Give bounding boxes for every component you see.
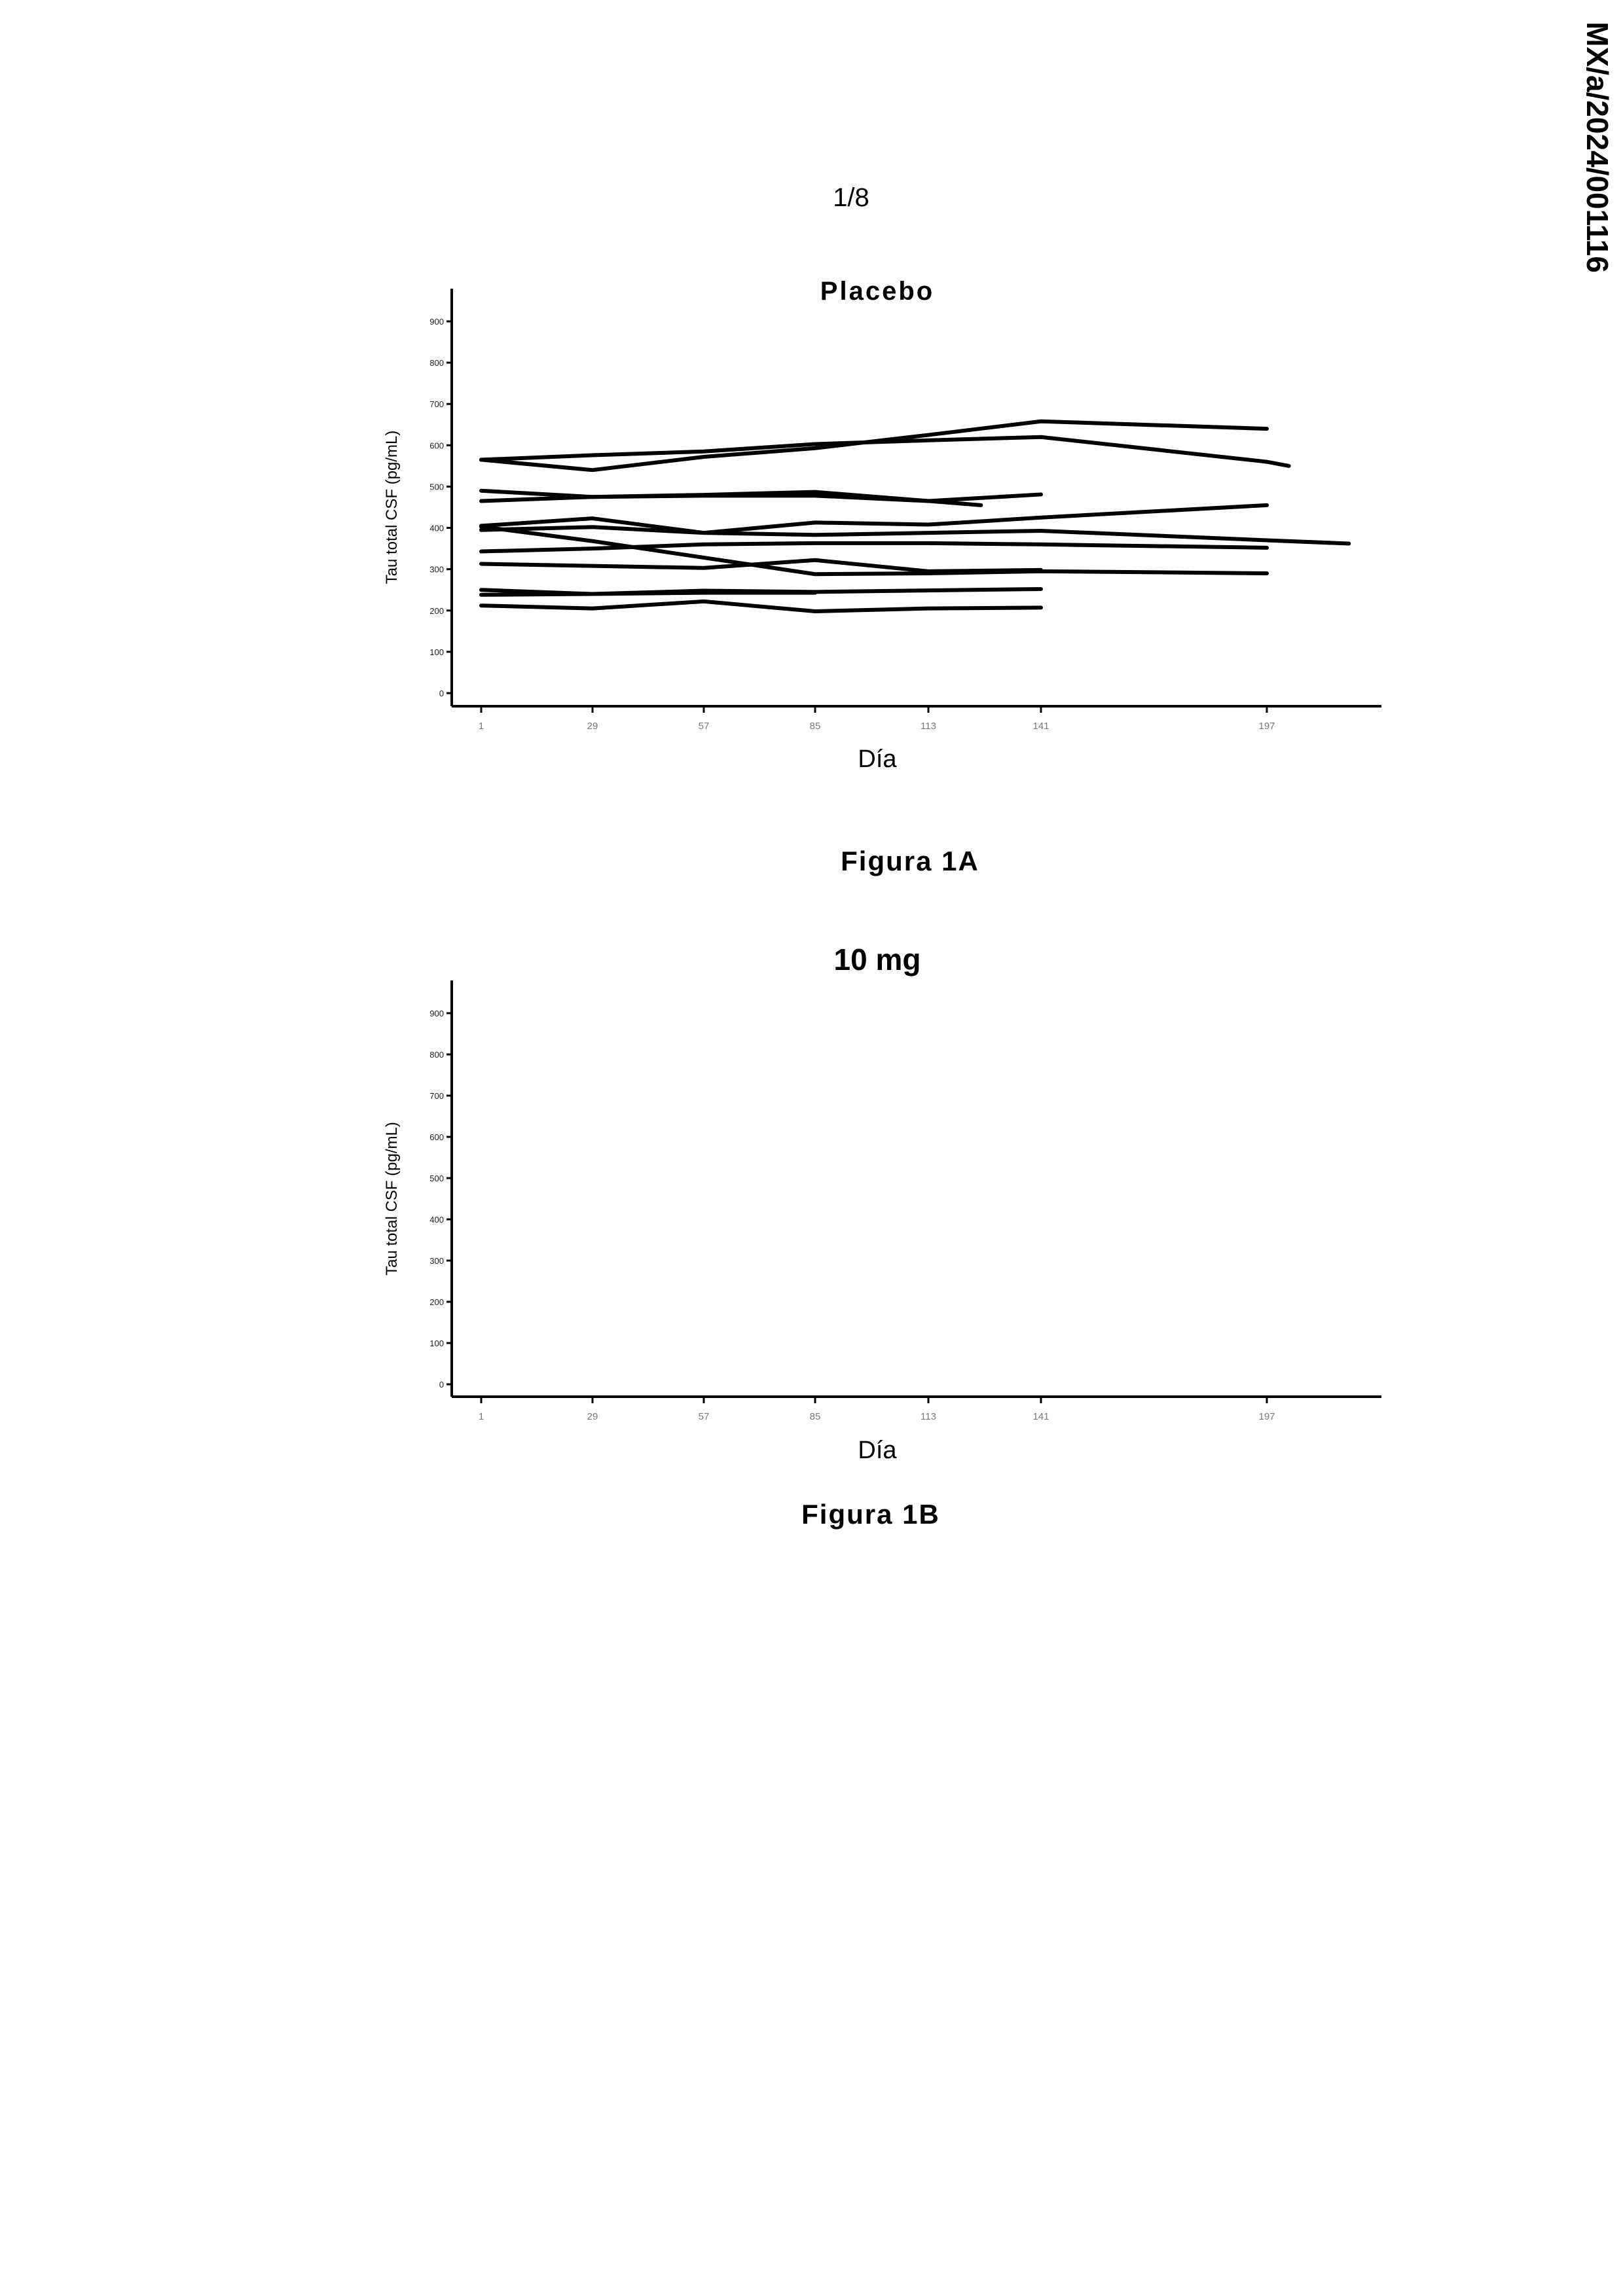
x-tick-label: 141: [1032, 1411, 1049, 1422]
y-axis-label: Tau total CSF (pg/mL): [383, 1122, 401, 1276]
x-tick-label: 113: [921, 1411, 936, 1422]
chart-placebo: Placebo 0 100 200 300 400 500 600 700 800 900 1 29 57…: [0, 0, 1623, 2296]
y-tick-label: 500: [429, 1174, 444, 1183]
y-tick-label: 600: [429, 1132, 444, 1142]
chart-title: 10 mg: [834, 942, 921, 977]
chart-1: 10 mg 0 100 200 300 400 500 600 700 800 900 1 29 57 85…: [383, 942, 1381, 1464]
x-tick-label: 113: [921, 721, 936, 732]
figure-caption-1a: Figura 1A: [714, 846, 1106, 877]
y-tick-label: 600: [429, 440, 444, 450]
chart-0: Placebo 0 100 200 300 400 500 600 700 800 900 1 29 57…: [383, 277, 1381, 773]
x-tick-label: 85: [810, 1411, 821, 1422]
x-tick-label: 29: [587, 1411, 598, 1422]
y-tick-label: 400: [429, 524, 444, 533]
y-tick-label: 900: [429, 1009, 444, 1018]
y-tick-label: 100: [429, 1338, 444, 1348]
y-tick-label: 800: [429, 358, 444, 368]
x-tick-label: 197: [1258, 1411, 1275, 1422]
series-line-11: [481, 593, 815, 595]
series-line-6: [481, 527, 1349, 543]
y-axis-label: Tau total CSF (pg/mL): [383, 431, 401, 584]
y-tick-label: 100: [429, 647, 444, 657]
series-line-12: [481, 601, 1041, 611]
y-tick-label: 0: [439, 1380, 444, 1390]
y-tick-label: 800: [429, 1050, 444, 1060]
y-tick-label: 400: [429, 1215, 444, 1225]
x-tick-label: 141: [1032, 721, 1049, 732]
y-tick-label: 900: [429, 317, 444, 327]
figure-caption-1b: Figura 1B: [674, 1499, 1067, 1530]
series-line-9: [481, 560, 1041, 571]
x-axis-label: Día: [858, 1437, 897, 1464]
x-tick-label: 85: [810, 721, 821, 732]
x-tick-label: 1: [479, 1411, 484, 1422]
y-tick-label: 300: [429, 1256, 444, 1266]
chart-title: Placebo: [820, 277, 934, 306]
series-line-1: [481, 422, 1267, 470]
x-tick-label: 57: [699, 1411, 710, 1422]
series-line-2: [481, 437, 1289, 466]
y-tick-label: 300: [429, 565, 444, 575]
y-tick-label: 500: [429, 482, 444, 492]
y-tick-label: 200: [429, 1297, 444, 1307]
series-line-8: [481, 543, 1267, 552]
x-axis-label: Día: [858, 745, 897, 773]
y-tick-label: 700: [429, 1091, 444, 1101]
y-tick-label: 200: [429, 606, 444, 616]
y-tick-label: 0: [439, 689, 444, 698]
x-tick-label: 57: [699, 721, 710, 732]
y-tick-label: 700: [429, 399, 444, 409]
x-tick-label: 1: [479, 721, 484, 732]
x-tick-label: 197: [1258, 721, 1275, 732]
x-tick-label: 29: [587, 721, 598, 732]
